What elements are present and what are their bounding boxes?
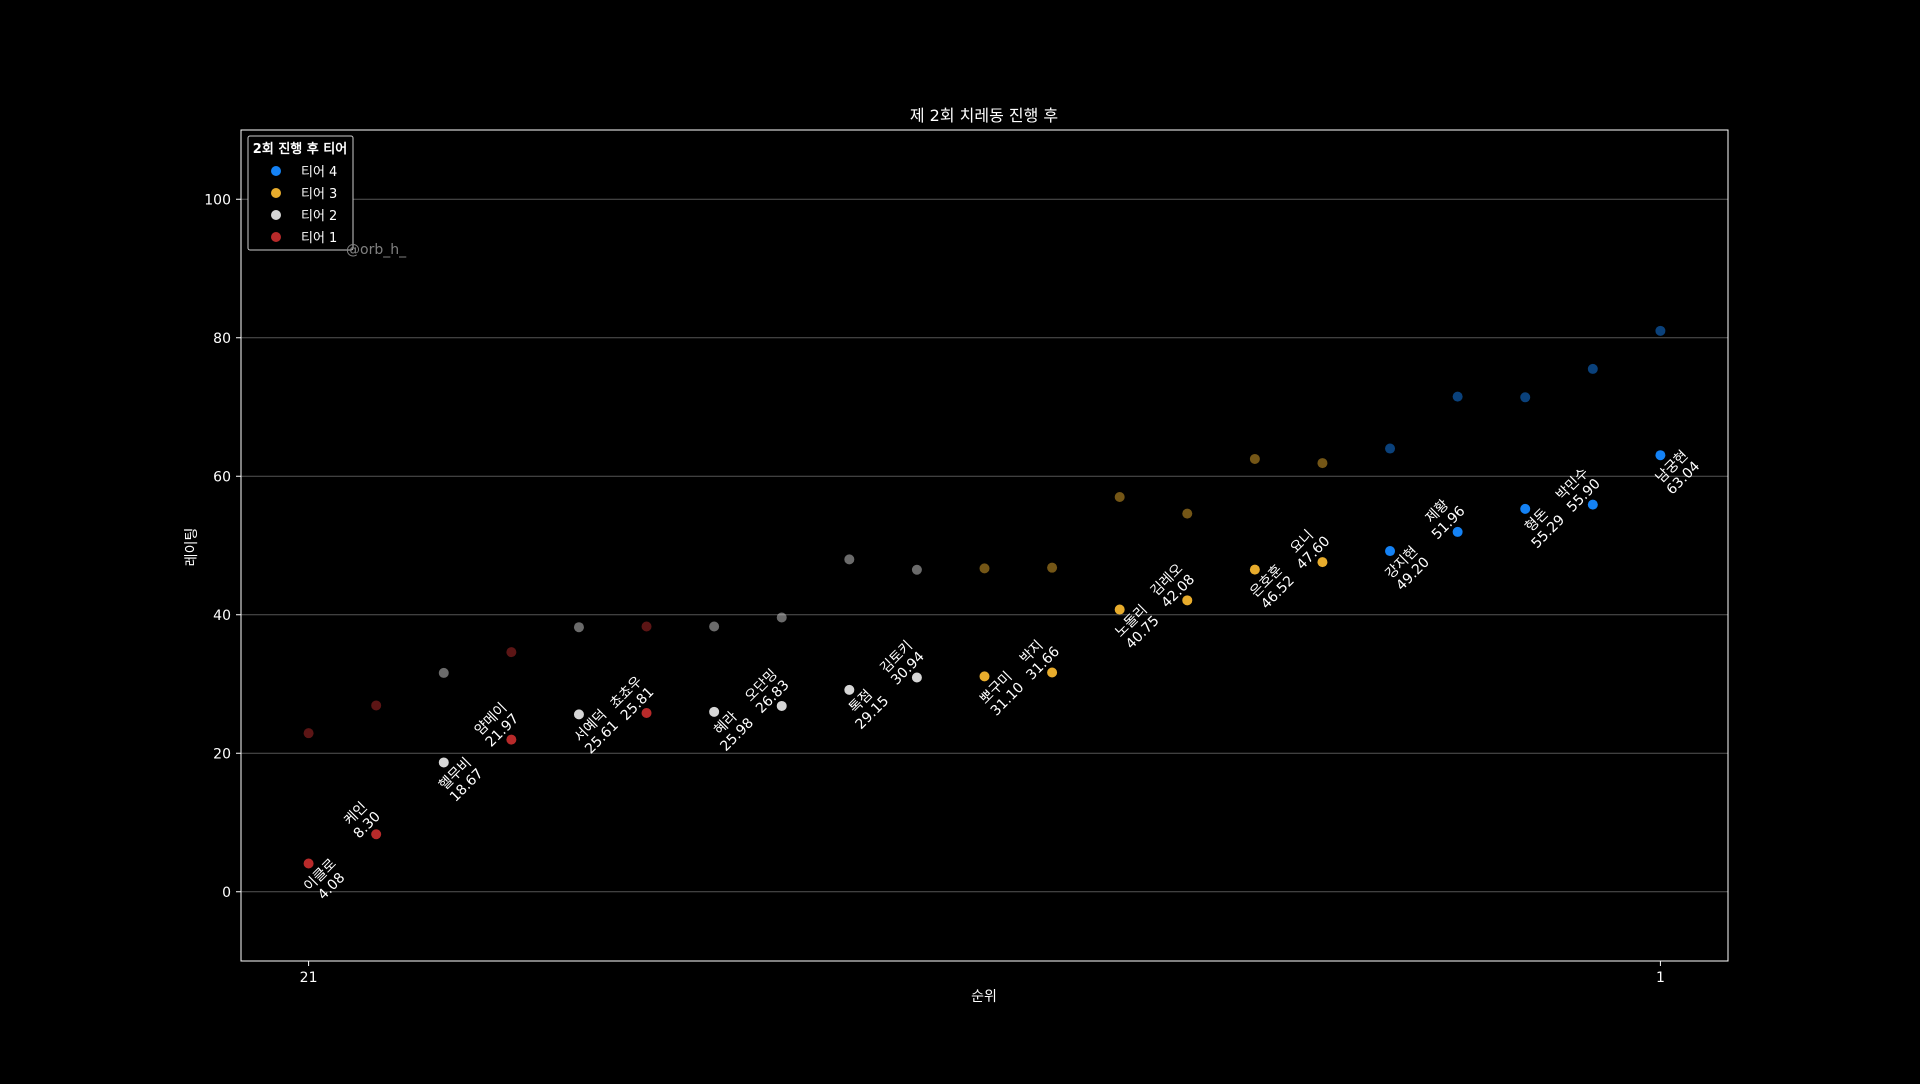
y-axis-label: 레이팅 — [184, 528, 200, 567]
data-point — [776, 700, 787, 711]
data-point — [371, 829, 382, 840]
previous-point — [1655, 325, 1666, 336]
y-tick-label: 100 — [204, 192, 231, 208]
data-point — [573, 709, 584, 720]
previous-point — [911, 564, 922, 575]
data-point — [1249, 564, 1260, 575]
data-point — [979, 671, 990, 682]
legend-title: 2회 진행 후 티어 — [253, 141, 347, 157]
previous-point — [979, 563, 990, 574]
previous-point — [1385, 443, 1396, 454]
y-tick-label: 20 — [213, 746, 231, 762]
legend-marker — [271, 210, 281, 220]
current-rating-points — [303, 450, 1666, 869]
previous-rating-points — [303, 325, 1666, 739]
legend-marker — [271, 232, 281, 242]
data-point — [1587, 499, 1598, 510]
y-axis-ticks: 0 20 40 60 80 100 — [204, 192, 241, 901]
legend-marker — [271, 166, 281, 176]
chart-title: 제 2회 치레동 진행 후 — [910, 106, 1058, 125]
previous-point — [1587, 363, 1598, 374]
x-tick-label: 21 — [300, 970, 318, 986]
data-point — [1452, 526, 1463, 537]
legend-items: 티어 4 티어 3 티어 2 티어 1 — [271, 165, 337, 246]
previous-point — [1452, 391, 1463, 402]
data-point — [641, 708, 652, 719]
data-point — [1047, 667, 1058, 678]
previous-point — [303, 728, 314, 739]
data-point — [1520, 503, 1531, 514]
data-point — [1114, 604, 1125, 615]
legend-label: 티어 2 — [301, 209, 337, 224]
previous-point — [1114, 492, 1125, 503]
data-point — [303, 858, 314, 869]
previous-point — [573, 622, 584, 633]
previous-point — [371, 700, 382, 711]
gridlines — [241, 198, 1728, 893]
data-point — [1317, 557, 1328, 568]
data-point — [844, 684, 855, 695]
legend-box — [247, 135, 354, 251]
legend-label: 티어 3 — [301, 187, 337, 202]
data-point — [1385, 546, 1396, 557]
y-tick-label: 40 — [213, 608, 231, 624]
data-point — [709, 706, 720, 717]
legend-label: 티어 4 — [301, 165, 337, 180]
y-tick-label: 80 — [213, 331, 231, 347]
y-tick-label: 0 — [222, 885, 231, 901]
data-point — [911, 672, 922, 683]
previous-point — [1317, 458, 1328, 469]
previous-point — [776, 612, 787, 623]
previous-point — [844, 554, 855, 565]
previous-point — [709, 621, 720, 632]
previous-point — [1047, 562, 1058, 573]
previous-point — [506, 647, 517, 658]
previous-point — [1249, 453, 1260, 464]
legend: 2회 진행 후 티어 티어 4 티어 3 티어 2 티어 1 — [247, 135, 354, 251]
data-point — [1655, 450, 1666, 461]
legend-marker — [271, 188, 281, 198]
previous-point — [438, 667, 449, 678]
x-axis-label: 순위 — [971, 989, 997, 1005]
watermark: @orb_h_ — [346, 242, 407, 258]
data-point — [1182, 595, 1193, 606]
plot-frame — [240, 129, 1729, 962]
previous-point — [1182, 508, 1193, 519]
x-axis-ticks: 21 1 — [300, 961, 1665, 986]
data-point — [506, 734, 517, 745]
y-tick-label: 60 — [213, 469, 231, 485]
previous-point — [641, 621, 652, 632]
previous-point — [1520, 392, 1531, 403]
legend-label: 티어 1 — [301, 231, 337, 246]
data-point — [438, 757, 449, 768]
x-tick-label: 1 — [1656, 970, 1665, 986]
